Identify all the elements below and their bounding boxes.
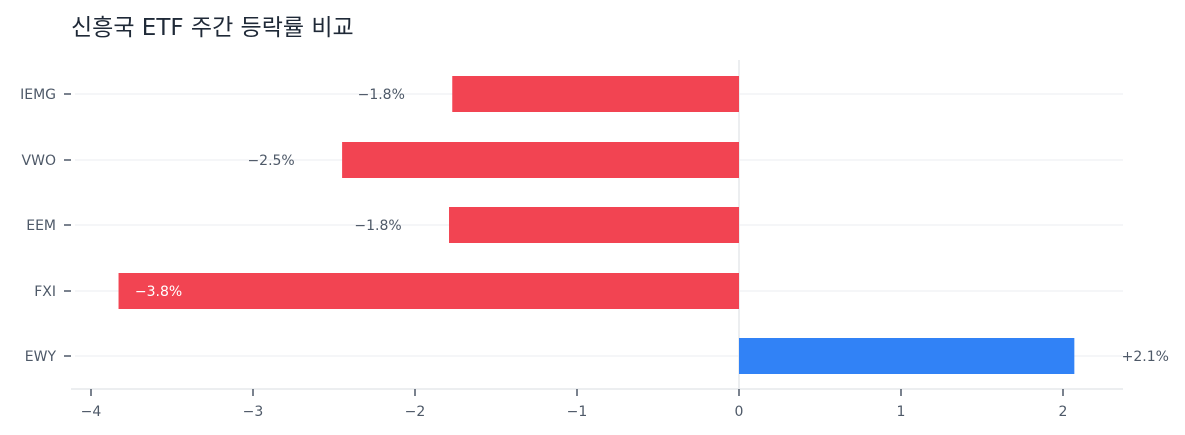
bar-iemg bbox=[452, 76, 739, 112]
x-tick-label: 0 bbox=[735, 404, 744, 420]
y-tick-label: VWO bbox=[22, 153, 56, 169]
x-tick-label: 2 bbox=[1059, 404, 1068, 420]
data-label: −1.8% bbox=[354, 218, 401, 234]
x-tick-label: 1 bbox=[897, 404, 906, 420]
bar-vwo bbox=[342, 142, 739, 178]
x-tick-label: −2 bbox=[405, 404, 426, 420]
data-label: −3.8% bbox=[135, 284, 182, 300]
chart-title: 신흥국 ETF 주간 등락률 비교 bbox=[71, 15, 354, 41]
y-tick-label: EEM bbox=[26, 218, 56, 234]
bar-fxi bbox=[118, 273, 740, 309]
data-label: +2.1% bbox=[1122, 349, 1169, 365]
y-tick-label: IEMG bbox=[20, 87, 56, 103]
bar-eem bbox=[449, 207, 739, 243]
x-tick-label: −3 bbox=[243, 404, 264, 420]
x-tick-label: −4 bbox=[81, 404, 102, 420]
bar-ewy bbox=[739, 338, 1075, 374]
x-tick-label: −1 bbox=[567, 404, 588, 420]
data-label: −2.5% bbox=[247, 153, 294, 169]
y-tick-label: FXI bbox=[34, 284, 56, 300]
y-tick-label: EWY bbox=[25, 349, 57, 365]
data-label: −1.8% bbox=[358, 87, 405, 103]
